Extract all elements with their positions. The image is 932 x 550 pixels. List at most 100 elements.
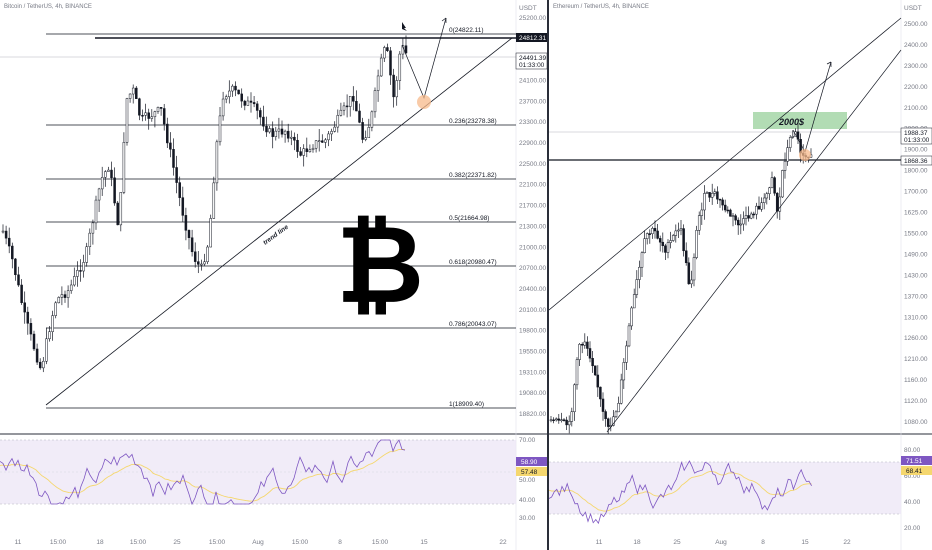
target-zone bbox=[753, 112, 847, 129]
candle-body bbox=[389, 50, 392, 76]
candle-body bbox=[4, 230, 8, 239]
price-axis-tick: 1370.00 bbox=[904, 293, 928, 300]
time-axis-tick: 15:00 bbox=[50, 539, 67, 546]
price-axis-tick: 18820.00 bbox=[519, 411, 546, 418]
time-axis-tick: 15 bbox=[420, 539, 428, 546]
price-tag-last bbox=[900, 127, 932, 145]
price-axis-tick: 1625.00 bbox=[904, 210, 928, 217]
candle-body bbox=[749, 213, 753, 219]
candle-body bbox=[265, 125, 268, 133]
rsi-ma-tag-text: 68.41 bbox=[906, 468, 923, 475]
candle-body bbox=[153, 111, 157, 118]
candle-body bbox=[778, 196, 782, 212]
candle-body bbox=[249, 100, 253, 103]
candle-body bbox=[697, 215, 701, 231]
candle-body bbox=[104, 171, 107, 178]
candle-body bbox=[190, 237, 194, 253]
target-circle bbox=[799, 149, 811, 161]
time-axis-tick: 8 bbox=[761, 539, 765, 546]
target-circle bbox=[417, 95, 431, 109]
price-axis-tick: 20400.00 bbox=[519, 286, 546, 293]
btc-chart-panel[interactable]: Bitcoin / TetherUS, 4h, BINANCE 0(24822.… bbox=[0, 0, 547, 550]
price-axis-tick: 2400.00 bbox=[904, 42, 928, 49]
candle-body bbox=[26, 311, 30, 324]
candle-body bbox=[286, 130, 290, 139]
candle-body bbox=[336, 115, 340, 128]
candle-body bbox=[604, 411, 607, 420]
candle-body bbox=[296, 139, 299, 152]
price-tag-countdown: 01:33:00 bbox=[519, 62, 545, 69]
candle-body bbox=[625, 345, 628, 363]
candle-body bbox=[770, 177, 774, 189]
candle-body bbox=[339, 109, 343, 116]
candle-body bbox=[669, 240, 672, 243]
candle-body bbox=[293, 136, 296, 141]
candle-body bbox=[781, 170, 784, 198]
rsi-axis-tick: 40.00 bbox=[519, 497, 536, 504]
candle-body bbox=[713, 191, 717, 194]
candle-body bbox=[386, 47, 389, 52]
candle-body bbox=[159, 107, 163, 109]
price-axis-tick: 22500.00 bbox=[519, 161, 546, 168]
candle-body bbox=[246, 100, 250, 106]
candle-body bbox=[234, 85, 237, 91]
price-axis-tick: 23700.00 bbox=[519, 98, 546, 105]
time-axis-tick: 18 bbox=[633, 539, 641, 546]
candle-body bbox=[361, 122, 364, 140]
candle-body bbox=[54, 302, 57, 316]
price-tag-last-text: 1988.37 bbox=[904, 130, 928, 137]
candle-body bbox=[721, 199, 724, 206]
candle-body bbox=[739, 223, 743, 226]
candle-body bbox=[695, 230, 698, 258]
candle-body bbox=[383, 47, 386, 59]
price-axis-tick: 2100.00 bbox=[904, 105, 928, 112]
rsi-axis-tick: 50.00 bbox=[519, 477, 536, 484]
btc-chart-svg[interactable]: 0(24822.11) 0.236(23278.38) 0.382(22371.82… bbox=[0, 0, 547, 550]
price-axis-tick: 1430.00 bbox=[904, 272, 928, 279]
trend-line-label: trend line bbox=[262, 224, 290, 247]
eth-chart-svg[interactable]: 2000$ 2500.00 2400.00 2300.00 2200.00 2100.0… bbox=[549, 0, 932, 550]
price-axis-tick: 1490.00 bbox=[904, 251, 928, 258]
candle-body bbox=[567, 421, 571, 426]
price-axis-tick: 1210.00 bbox=[904, 356, 928, 363]
candle-body bbox=[23, 302, 26, 313]
rsi-axis-tick: 20.00 bbox=[904, 525, 921, 532]
candle-body bbox=[51, 315, 54, 332]
price-axis-tick: 21000.00 bbox=[519, 244, 546, 251]
candle-body bbox=[197, 261, 200, 265]
candle-body bbox=[82, 262, 85, 272]
projection-arrowhead bbox=[826, 61, 832, 67]
time-axis-tick: 11 bbox=[596, 539, 603, 546]
candle-body bbox=[252, 102, 256, 105]
candle-body bbox=[355, 101, 358, 112]
rsi-band bbox=[549, 462, 901, 514]
candle-body bbox=[283, 130, 287, 135]
btc-chart-header: Bitcoin / TetherUS, 4h, BINANCE bbox=[4, 4, 92, 10]
candle-body bbox=[141, 114, 144, 117]
candle-body bbox=[122, 142, 126, 193]
candle-body bbox=[653, 228, 657, 232]
candle-body bbox=[586, 341, 589, 349]
time-axis-tick: Aug bbox=[252, 539, 264, 546]
panel-divider[interactable] bbox=[547, 0, 549, 550]
price-axis-tick: 2300.00 bbox=[904, 63, 928, 70]
candle-body bbox=[327, 133, 330, 141]
candle-body bbox=[747, 215, 750, 219]
price-axis-tick: 1550.00 bbox=[904, 230, 928, 237]
trend-line bbox=[45, 37, 513, 406]
candle-body bbox=[690, 279, 693, 285]
bitcoin-logo-icon: ₿ bbox=[336, 203, 424, 328]
price-axis-tick: 2500.00 bbox=[904, 21, 928, 28]
rsi-tag-text: 58.90 bbox=[521, 459, 538, 466]
candle-body bbox=[692, 257, 696, 281]
candle-body bbox=[169, 142, 172, 150]
price-axis-tick: 1900.00 bbox=[904, 147, 928, 154]
eth-chart-panel[interactable]: Ethereum / TetherUS, 4h, BINANCE 2000$ 2… bbox=[549, 0, 932, 550]
rsi-tag bbox=[516, 457, 547, 466]
candle-body bbox=[575, 359, 579, 386]
candle-body bbox=[578, 343, 581, 360]
time-axis-tick: 22 bbox=[499, 539, 507, 546]
candle-body bbox=[212, 182, 216, 219]
candle-body bbox=[700, 209, 704, 216]
candle-body bbox=[640, 252, 644, 268]
